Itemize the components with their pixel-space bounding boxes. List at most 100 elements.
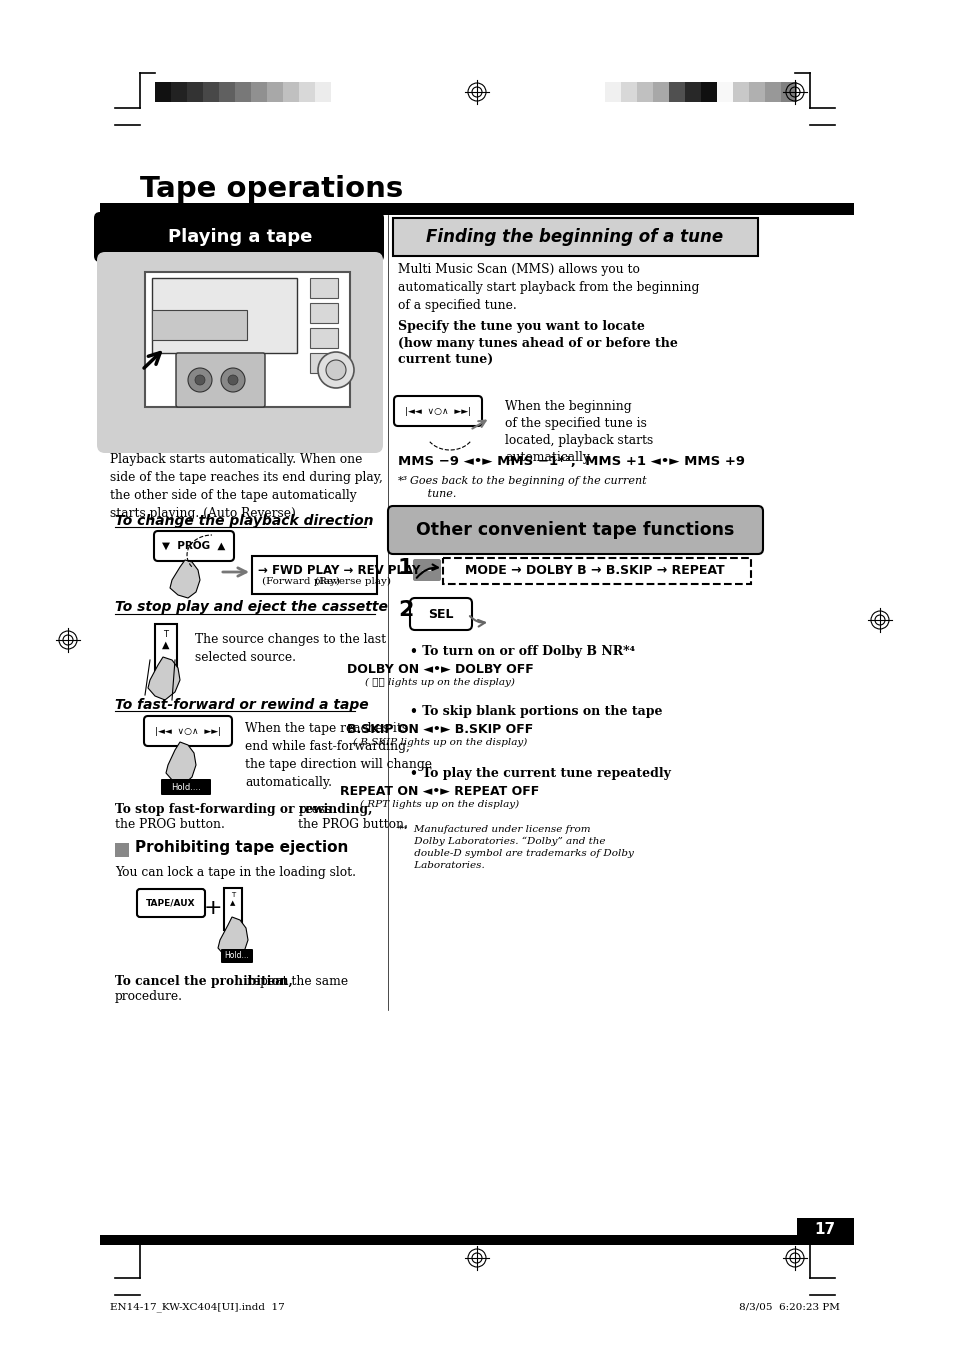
Bar [298, 82, 314, 101]
Circle shape [317, 353, 354, 388]
Bar [171, 82, 187, 101]
Text: T: T [163, 630, 169, 639]
Circle shape [326, 359, 346, 380]
Text: 2: 2 [397, 600, 413, 620]
Polygon shape [170, 561, 200, 598]
Text: Hold...: Hold... [225, 951, 249, 961]
Bar [154, 624, 177, 671]
FancyBboxPatch shape [153, 531, 233, 561]
Bar [252, 557, 376, 594]
Bar [764, 82, 781, 101]
Bar [152, 278, 296, 353]
Bar [267, 82, 283, 101]
Bar [732, 82, 748, 101]
Bar [283, 82, 298, 101]
Text: 1: 1 [397, 558, 413, 578]
Text: *⁴  Manufactured under license from
     Dolby Laboratories. “Dolby” and the
   : *⁴ Manufactured under license from Dolby… [397, 825, 633, 870]
Text: REPEAT ON ◄•► REPEAT OFF: REPEAT ON ◄•► REPEAT OFF [340, 785, 539, 798]
Text: When the tape reaches its
end while fast-forwarding,
the tape direction will cha: When the tape reaches its end while fast… [245, 721, 432, 789]
Bar [154, 82, 171, 101]
FancyBboxPatch shape [413, 559, 440, 581]
Text: (Reverse play): (Reverse play) [314, 577, 391, 586]
Text: To stop fast-forwarding or rewinding,: To stop fast-forwarding or rewinding, [115, 802, 372, 816]
Text: procedure.: procedure. [115, 990, 183, 1002]
Text: |◄◄  ∨○∧  ►►|: |◄◄ ∨○∧ ►►| [154, 727, 221, 735]
Bar [652, 82, 668, 101]
Text: To stop play and eject the cassette: To stop play and eject the cassette [115, 600, 388, 613]
Bar [203, 82, 219, 101]
Text: MODE → DOLBY B → B.SKIP → REPEAT: MODE → DOLBY B → B.SKIP → REPEAT [465, 565, 724, 577]
Circle shape [194, 376, 205, 385]
Bar [145, 272, 350, 407]
Bar [620, 82, 637, 101]
Bar [234, 82, 251, 101]
Polygon shape [148, 657, 180, 700]
Text: TAPE/AUX: TAPE/AUX [146, 898, 195, 908]
Text: *³: *³ [397, 476, 408, 486]
Text: ▼  PROG  ▲: ▼ PROG ▲ [162, 540, 226, 551]
Bar [310, 328, 337, 349]
FancyBboxPatch shape [144, 716, 232, 746]
Bar [796, 1219, 853, 1240]
Text: Playback starts automatically. When one
side of the tape reaches its end during : Playback starts automatically. When one … [110, 453, 382, 520]
Text: ▲: ▲ [230, 900, 235, 907]
Bar [115, 843, 129, 857]
Text: repeat the same: repeat the same [247, 975, 348, 988]
Text: B.SKIP ON ◄•► B.SKIP OFF: B.SKIP ON ◄•► B.SKIP OFF [347, 723, 533, 736]
Text: (Forward play): (Forward play) [262, 577, 339, 586]
Circle shape [228, 376, 237, 385]
Text: Finding the beginning of a tune: Finding the beginning of a tune [426, 228, 722, 246]
Text: ( ☐☐ lights up on the display): ( ☐☐ lights up on the display) [365, 678, 515, 688]
Text: Prohibiting tape ejection: Prohibiting tape ejection [135, 840, 348, 855]
Bar [700, 82, 717, 101]
FancyBboxPatch shape [175, 353, 265, 407]
Bar [219, 82, 234, 101]
Bar [717, 82, 732, 101]
Text: EN14-17_KW-XC404[UI].indd  17: EN14-17_KW-XC404[UI].indd 17 [110, 1302, 284, 1312]
FancyBboxPatch shape [394, 396, 481, 426]
Text: Hold....: Hold.... [171, 782, 201, 792]
Text: You can lock a tape in the loading slot.: You can lock a tape in the loading slot. [115, 866, 355, 880]
Bar [604, 82, 620, 101]
Text: Goes back to the beginning of the current
     tune.: Goes back to the beginning of the curren… [410, 476, 646, 500]
Text: To change the playback direction: To change the playback direction [115, 513, 374, 528]
FancyBboxPatch shape [388, 507, 762, 554]
Bar [310, 303, 337, 323]
Text: ( RPT lights up on the display): ( RPT lights up on the display) [360, 800, 519, 809]
Bar [748, 82, 764, 101]
Bar [152, 309, 247, 340]
Text: T: T [231, 892, 234, 898]
Text: • To skip blank portions on the tape: • To skip blank portions on the tape [410, 705, 661, 717]
Bar [442, 558, 750, 584]
Text: To cancel the prohibition,: To cancel the prohibition, [115, 975, 293, 988]
FancyBboxPatch shape [94, 212, 384, 262]
Bar [224, 888, 242, 929]
Text: Other convenient tape functions: Other convenient tape functions [416, 521, 734, 539]
Text: → FWD PLAY → REV PLAY: → FWD PLAY → REV PLAY [257, 563, 420, 577]
Text: Playing a tape: Playing a tape [168, 228, 312, 246]
Bar [393, 218, 758, 255]
Text: Specify the tune you want to locate
(how many tunes ahead of or before the
curre: Specify the tune you want to locate (how… [397, 320, 678, 367]
Bar [187, 82, 203, 101]
Text: Tape operations: Tape operations [140, 176, 403, 203]
Polygon shape [166, 742, 195, 785]
Text: • To play the current tune repeatedly: • To play the current tune repeatedly [410, 767, 670, 780]
Bar [251, 82, 267, 101]
Text: SEL: SEL [428, 608, 454, 620]
FancyBboxPatch shape [97, 253, 382, 453]
Text: 17: 17 [814, 1221, 835, 1236]
Text: —: — [421, 565, 432, 576]
FancyBboxPatch shape [221, 948, 253, 963]
Text: the PROG button.: the PROG button. [115, 817, 225, 831]
Bar [310, 278, 337, 299]
Text: press
the PROG button.: press the PROG button. [298, 802, 408, 831]
Text: DOLBY ON ◄•► DOLBY OFF: DOLBY ON ◄•► DOLBY OFF [346, 663, 533, 676]
Bar [781, 82, 796, 101]
Text: MMS −9 ◄•► MMS −1*³,  MMS +1 ◄•► MMS +9: MMS −9 ◄•► MMS −1*³, MMS +1 ◄•► MMS +9 [397, 455, 744, 467]
Text: Multi Music Scan (MMS) allows you to
automatically start playback from the begin: Multi Music Scan (MMS) allows you to aut… [397, 263, 699, 312]
Bar [100, 203, 853, 215]
Text: ▲: ▲ [162, 640, 170, 650]
Text: 8/3/05  6:20:23 PM: 8/3/05 6:20:23 PM [739, 1302, 840, 1310]
Bar [668, 82, 684, 101]
Bar [314, 82, 331, 101]
